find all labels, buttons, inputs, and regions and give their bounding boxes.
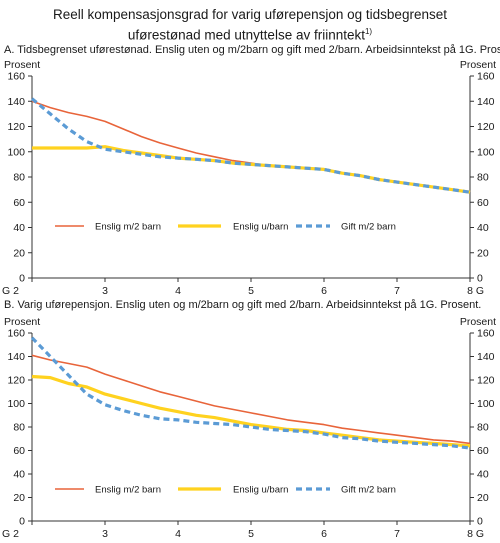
panel-a-legend-label-gift-m2-barn: Gift m/2 barn bbox=[341, 222, 396, 233]
panel-a-ytick-right-label: 80 bbox=[477, 172, 489, 184]
panel-b-title: B. Varig uførepensjon. Enslig uten og m/… bbox=[4, 299, 482, 311]
panel-a-ytick-right-label: 140 bbox=[477, 96, 495, 108]
panel-a-ytick-right-label: 60 bbox=[477, 197, 489, 209]
panel-a-ytick-left-label: 60 bbox=[13, 197, 25, 209]
panel-a-xtick-label: G 2 bbox=[2, 285, 19, 297]
panel-a-ytick-left-label: 100 bbox=[7, 146, 25, 158]
panel-a-ytick-left-label: 80 bbox=[13, 172, 25, 184]
panel-b-ytick-right-label: 40 bbox=[477, 469, 489, 481]
panel-a-ytick-right-label: 40 bbox=[477, 222, 489, 234]
panel-a-ytick-right-label: 100 bbox=[477, 146, 495, 158]
panel-b-ytick-left-label: 80 bbox=[13, 422, 25, 434]
panel-b-ytick-left-label: 60 bbox=[13, 445, 25, 457]
panel-a-ytick-right-label: 120 bbox=[477, 121, 495, 133]
panel-a-series-enslig-u-barn-line bbox=[32, 145, 471, 194]
panel-a-xtick-label: 3 bbox=[102, 285, 108, 297]
chart-title: Reell kompensasjonsgrad for varig uførep… bbox=[0, 6, 500, 44]
panel-a-ytick-left-label: 40 bbox=[13, 222, 25, 234]
panel-b-ytick-left-label: 120 bbox=[7, 375, 25, 387]
panel-b-ytick-left-label: 160 bbox=[7, 328, 25, 340]
panel-b-series-gift-m2-barn-line bbox=[30, 336, 471, 450]
panel-b-xtick-label: 3 bbox=[102, 528, 108, 540]
panel-b-xtick-label: G 2 bbox=[2, 528, 19, 540]
panel-a-xtick-label: 4 bbox=[175, 285, 181, 297]
panel-b-ytick-right-label: 0 bbox=[477, 516, 483, 528]
panel-b-ytick-right-label: 140 bbox=[477, 351, 495, 363]
panel-b-legend-label-enslig-u-barn: Enslig u/barn bbox=[233, 485, 288, 496]
panel-a-legend-label-enslig-m2-barn: Enslig m/2 barn bbox=[95, 222, 161, 233]
panel-b-xtick-label: 8 G bbox=[467, 528, 484, 540]
panel-a-ytick-right-label: 20 bbox=[477, 247, 489, 259]
panel-b-legend-label-gift-m2-barn: Gift m/2 barn bbox=[341, 485, 396, 496]
panel-a-ytick-left-label: 20 bbox=[13, 247, 25, 259]
panel-a-xtick-label: 6 bbox=[321, 285, 327, 297]
panel-b-ytick-right-label: 80 bbox=[477, 422, 489, 434]
panel-b-xtick-label: 7 bbox=[394, 528, 400, 540]
panel-b-ytick-right-label: 100 bbox=[477, 398, 495, 410]
chart-title-line2: uførestønad med utnyttelse av friinntekt bbox=[127, 27, 365, 43]
panel-a-xtick-label: 5 bbox=[248, 285, 254, 297]
panel-b-xtick-label: 6 bbox=[321, 528, 327, 540]
panel-a-ytick-left-label: 0 bbox=[19, 273, 25, 285]
panel-a-unit-label-right: Prosent bbox=[460, 59, 496, 71]
chart-title-line1: Reell kompensasjonsgrad for varig uførep… bbox=[53, 7, 447, 22]
panel-b-xtick-label: 4 bbox=[175, 528, 181, 540]
panel-b-ytick-left-label: 0 bbox=[19, 516, 25, 528]
panel-a-ytick-left-label: 120 bbox=[7, 121, 25, 133]
panel-b-unit-label-right: Prosent bbox=[460, 316, 496, 328]
panel-a-unit-label-left: Prosent bbox=[4, 59, 40, 71]
panel-b-ytick-right-label: 160 bbox=[477, 328, 495, 340]
panel-b-ytick-right-label: 60 bbox=[477, 445, 489, 457]
panel-a-ytick-left-label: 160 bbox=[7, 71, 25, 83]
title-footnote-marker: 1) bbox=[364, 27, 373, 36]
panel-a-series-gift-m2-barn-line bbox=[30, 97, 471, 194]
panel-b-ytick-right-label: 120 bbox=[477, 375, 495, 387]
panel-b-legend-label-enslig-m2-barn: Enslig m/2 barn bbox=[95, 485, 161, 496]
chart-title-line2-wrap: uførestønad med utnyttelse av friinntekt… bbox=[0, 23, 500, 44]
panel-b-ytick-left-label: 40 bbox=[13, 469, 25, 481]
panel-a-xtick-label: 8 G bbox=[467, 285, 484, 297]
panel-b-ytick-left-label: 140 bbox=[7, 351, 25, 363]
panel-b-series-enslig-m2-barn-line bbox=[31, 354, 471, 445]
panel-a-xtick-label: 7 bbox=[394, 285, 400, 297]
panel-b-ytick-right-label: 20 bbox=[477, 492, 489, 504]
panel-b-xtick-label: 5 bbox=[248, 528, 254, 540]
panel-a-ytick-left-label: 140 bbox=[7, 96, 25, 108]
panel-b-ytick-left-label: 20 bbox=[13, 492, 25, 504]
panel-b-ytick-left-label: 100 bbox=[7, 398, 25, 410]
panel-b-unit-label-left: Prosent bbox=[4, 316, 40, 328]
panel-a-ytick-right-label: 0 bbox=[477, 273, 483, 285]
panel-a-title: A. Tidsbegrenset uførestønad. Enslig ute… bbox=[4, 44, 500, 56]
panel-a-ytick-right-label: 160 bbox=[477, 71, 495, 83]
panel-a-legend-label-enslig-u-barn: Enslig u/barn bbox=[233, 222, 288, 233]
